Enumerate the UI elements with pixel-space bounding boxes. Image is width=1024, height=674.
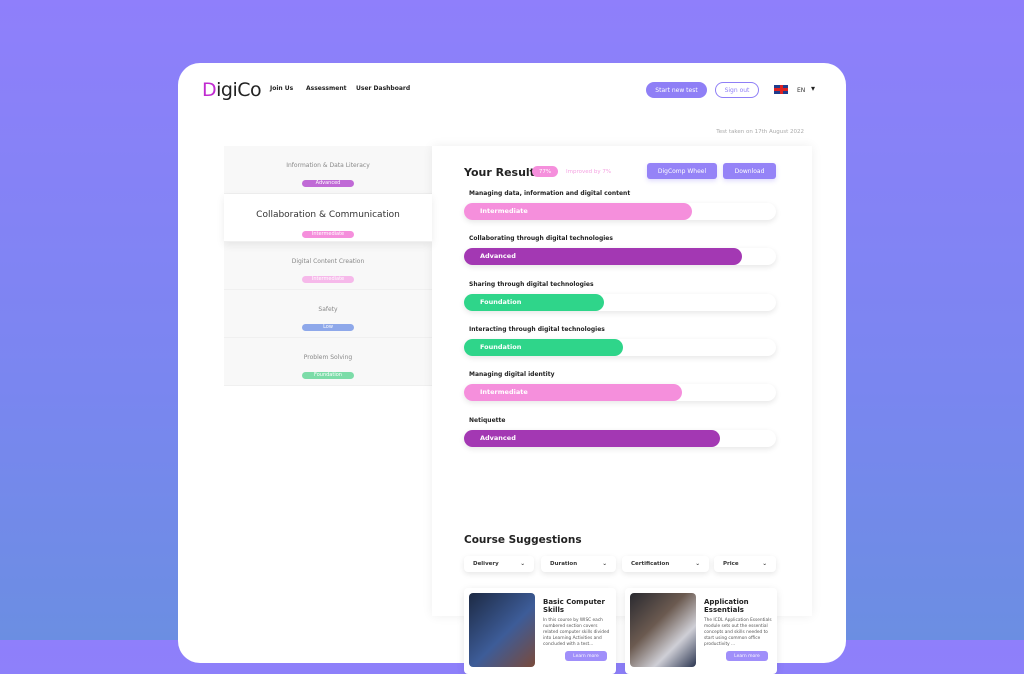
competence-label: Managing digital identity bbox=[469, 371, 555, 379]
competence-row: Collaborating through digital technologi… bbox=[464, 235, 776, 266]
competence-label: Collaborating through digital technologi… bbox=[469, 235, 613, 243]
sidebar-item-title: Information & Data Literacy bbox=[286, 162, 370, 169]
course-description: The ICDL Application Essentials module s… bbox=[704, 618, 772, 647]
main-card: DigiCo Join Us Assessment User Dashboard… bbox=[178, 63, 846, 674]
chevron-down-icon: ⌄ bbox=[695, 561, 700, 567]
course-card[interactable]: Basic Computer Skills In this course by W… bbox=[464, 588, 616, 674]
progress-track: Intermediate bbox=[464, 203, 776, 220]
progress-track: Advanced bbox=[464, 248, 776, 266]
result-title: Your Result bbox=[464, 166, 535, 179]
sidebar-item[interactable]: Problem Solving Foundation bbox=[224, 338, 432, 386]
course-image bbox=[630, 593, 696, 667]
start-new-test-button[interactable]: Start new test bbox=[646, 82, 707, 98]
progress-fill: Intermediate bbox=[464, 203, 692, 220]
level-badge: Advanced bbox=[302, 180, 354, 187]
course-suggestions-title: Course Suggestions bbox=[464, 534, 582, 546]
filter-label: Duration bbox=[550, 561, 578, 567]
progress-fill: Intermediate bbox=[464, 384, 683, 402]
progress-fill: Foundation bbox=[464, 338, 624, 356]
competence-label: Managing data, information and digital c… bbox=[469, 190, 631, 197]
course-image bbox=[469, 593, 535, 667]
progress-fill: Advanced bbox=[464, 248, 742, 266]
logo[interactable]: DigiCo bbox=[202, 79, 262, 101]
filter-dropdown[interactable]: Certification ⌄ bbox=[622, 556, 709, 572]
progress-track: Advanced bbox=[464, 429, 776, 447]
sidebar-item-title: Safety bbox=[318, 306, 338, 313]
uk-flag-icon[interactable] bbox=[774, 85, 788, 94]
sidebar-item[interactable]: Collaboration & Communication Intermediat… bbox=[224, 194, 432, 242]
course-card[interactable]: Application Essentials The ICDL Applicati… bbox=[625, 588, 777, 674]
competence-sidebar: Information & Data Literacy Advanced Colla… bbox=[224, 146, 432, 386]
competence-label: Sharing through digital technologies bbox=[469, 280, 594, 288]
level-badge: Low bbox=[302, 324, 354, 331]
sidebar-item-title: Problem Solving bbox=[303, 354, 353, 361]
learn-more-button[interactable]: Learn more bbox=[726, 651, 768, 661]
progress-fill: Foundation bbox=[464, 293, 605, 311]
filter-label: Delivery bbox=[473, 561, 499, 567]
level-badge: Intermediate bbox=[302, 276, 354, 283]
sidebar-item[interactable]: Safety Low bbox=[224, 290, 432, 338]
learn-more-button[interactable]: Learn more bbox=[565, 651, 607, 661]
filter-dropdown[interactable]: Price ⌄ bbox=[714, 556, 776, 572]
competence-row: Managing digital identity Intermediate bbox=[464, 371, 776, 402]
level-badge: Foundation bbox=[302, 372, 354, 379]
filter-dropdown[interactable]: Delivery ⌄ bbox=[464, 556, 534, 572]
sidebar-item[interactable]: Digital Content Creation Intermediate bbox=[224, 242, 432, 290]
competence-label: Netiquette bbox=[469, 416, 506, 424]
caret-down-icon[interactable]: ▾ bbox=[811, 84, 816, 93]
course-title: Basic Computer Skills bbox=[543, 598, 605, 614]
chevron-down-icon: ⌄ bbox=[520, 561, 525, 567]
score-badge: 77% bbox=[532, 166, 558, 177]
competence-row: Interacting through digital technologies… bbox=[464, 326, 776, 356]
progress-track: Foundation bbox=[464, 338, 776, 356]
chevron-down-icon: ⌄ bbox=[602, 561, 607, 567]
competence-label: Interacting through digital technologies bbox=[469, 325, 605, 333]
progress-fill: Advanced bbox=[464, 429, 720, 447]
course-description: In this course by WISC each numbered sec… bbox=[543, 618, 610, 647]
progress-track: Foundation bbox=[464, 293, 776, 311]
filter-label: Price bbox=[723, 561, 739, 567]
result-panel: Your Result 77% Improved by 7% DigComp W… bbox=[432, 146, 812, 674]
nav-user-dashboard[interactable]: User Dashboard bbox=[356, 85, 411, 92]
course-title: Application Essentials bbox=[704, 598, 749, 614]
filter-dropdown[interactable]: Duration ⌄ bbox=[541, 556, 616, 572]
competence-row: Netiquette Advanced bbox=[464, 417, 776, 447]
progress-track: Intermediate bbox=[464, 384, 776, 402]
sign-out-button[interactable]: Sign out bbox=[715, 82, 759, 98]
competence-row: Sharing through digital technologies Foun… bbox=[464, 281, 776, 311]
competence-row: Managing data, information and digital c… bbox=[464, 190, 776, 220]
chevron-down-icon: ⌄ bbox=[762, 561, 767, 567]
nav-join-us[interactable]: Join Us bbox=[270, 85, 294, 92]
download-button[interactable]: Download bbox=[723, 163, 776, 179]
sidebar-item[interactable]: Information & Data Literacy Advanced bbox=[224, 146, 432, 194]
test-date: Test taken on 17th August 2022 bbox=[716, 129, 804, 135]
language-label[interactable]: EN bbox=[797, 87, 806, 94]
nav-assessment[interactable]: Assessment bbox=[306, 85, 347, 92]
filter-label: Certification bbox=[631, 561, 670, 567]
level-badge: Intermediate bbox=[302, 231, 354, 238]
digcomp-wheel-button[interactable]: DigComp Wheel bbox=[647, 163, 717, 179]
improvement-text: Improved by 7% bbox=[566, 169, 612, 175]
sidebar-item-title: Digital Content Creation bbox=[291, 258, 365, 265]
sidebar-item-title: Collaboration & Communication bbox=[256, 210, 400, 220]
